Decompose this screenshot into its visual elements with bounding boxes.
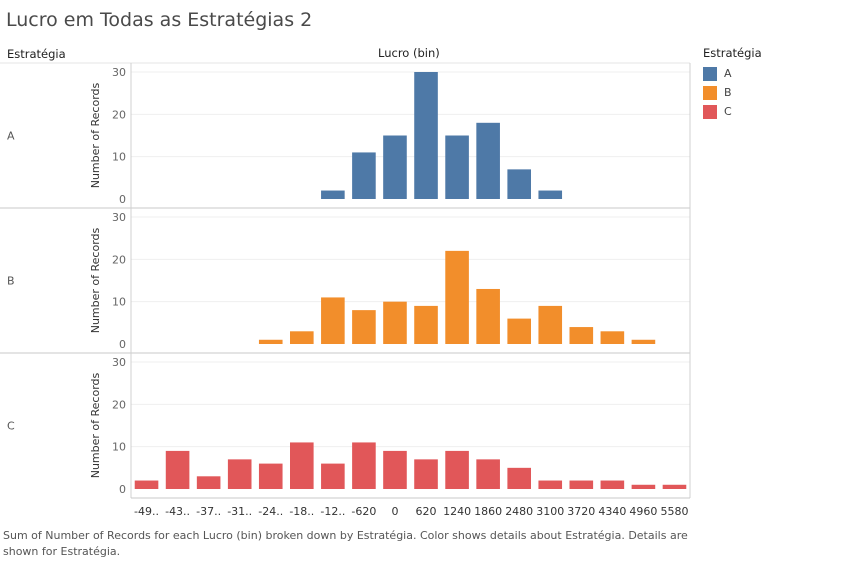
- row-label-c: C: [7, 420, 15, 433]
- bar-b-9: [414, 305, 438, 344]
- bar-c-14: [569, 480, 594, 489]
- bar-c-3: [227, 459, 252, 489]
- bar-b-11: [476, 288, 500, 344]
- bar-a-10: [445, 135, 469, 199]
- row-label-b: B: [7, 275, 15, 288]
- x-tick-label-0: -49..: [134, 505, 159, 518]
- x-tick-label-14: 3720: [567, 505, 595, 518]
- bar-c-12: [507, 467, 531, 489]
- x-tick-label-4: -24..: [258, 505, 283, 518]
- legend-swatch-c: [703, 104, 717, 119]
- legend-title: Estratégia: [703, 46, 762, 60]
- x-tick-label-2: -37..: [196, 505, 221, 518]
- bar-a-9: [414, 72, 438, 199]
- bar-b-14: [569, 327, 594, 344]
- x-tick-label-11: 1860: [474, 505, 502, 518]
- bar-b-6: [321, 297, 345, 344]
- bar-b-8: [383, 301, 407, 344]
- bar-c-17: [662, 484, 687, 489]
- bar-c-13: [538, 480, 563, 489]
- x-tick-label-7: -620: [351, 505, 376, 518]
- bar-c-5: [290, 442, 314, 489]
- bar-c-15: [600, 480, 625, 489]
- x-tick-label-10: 1240: [443, 505, 471, 518]
- bar-b-12: [507, 318, 531, 344]
- bar-c-0: [134, 480, 159, 489]
- y-tick-label-b-10: 10: [112, 296, 126, 309]
- bar-a-6: [321, 190, 345, 199]
- y-tick-label-a-30: 30: [112, 66, 126, 79]
- y-tick-label-c-20: 20: [112, 398, 126, 411]
- bar-b-4: [258, 339, 283, 344]
- row-label-a: A: [7, 130, 15, 143]
- bar-a-11: [476, 122, 500, 199]
- legend-item-c[interactable]: C: [703, 102, 762, 121]
- legend-label-b: B: [724, 86, 732, 99]
- bar-b-10: [445, 250, 469, 344]
- legend-swatch-b: [703, 85, 717, 100]
- legend: Estratégia A B C: [703, 46, 762, 121]
- bar-c-16: [631, 484, 656, 489]
- y-tick-label-a-20: 20: [112, 108, 126, 121]
- x-tick-label-8: 0: [391, 505, 398, 518]
- y-tick-label-c-0: 0: [119, 483, 126, 496]
- bar-a-12: [507, 169, 531, 199]
- x-tick-label-5: -18..: [289, 505, 314, 518]
- bar-b-7: [352, 310, 376, 344]
- chart-caption: Sum of Number of Records for each Lucro …: [3, 529, 688, 558]
- bar-c-8: [383, 450, 407, 489]
- bar-b-16: [631, 339, 656, 344]
- x-tick-label-16: 4960: [629, 505, 657, 518]
- y-axis-title-a: Number of Records: [89, 82, 102, 188]
- bar-a-13: [538, 190, 563, 199]
- bar-a-7: [352, 152, 376, 199]
- x-tick-label-12: 2480: [505, 505, 533, 518]
- x-tick-label-9: 620: [416, 505, 437, 518]
- bar-a-8: [383, 135, 407, 199]
- legend-label-a: A: [724, 67, 732, 80]
- bar-c-4: [258, 463, 283, 489]
- bar-b-13: [538, 305, 563, 344]
- bar-b-5: [290, 331, 314, 344]
- x-tick-label-3: -31..: [227, 505, 252, 518]
- x-tick-label-17: 5580: [660, 505, 688, 518]
- legend-swatch-a: [703, 66, 717, 81]
- y-tick-label-c-30: 30: [112, 356, 126, 369]
- x-tick-label-13: 3100: [536, 505, 564, 518]
- y-tick-label-a-0: 0: [119, 193, 126, 206]
- column-header: Lucro (bin): [378, 46, 440, 60]
- bar-c-10: [445, 450, 469, 489]
- bar-c-9: [414, 459, 438, 489]
- bar-b-15: [600, 331, 625, 344]
- legend-item-b[interactable]: B: [703, 83, 762, 102]
- y-axis-title-c: Number of Records: [89, 372, 102, 478]
- x-tick-label-6: -12..: [320, 505, 345, 518]
- bar-c-1: [165, 450, 190, 489]
- y-tick-label-b-0: 0: [119, 338, 126, 351]
- legend-item-a[interactable]: A: [703, 64, 762, 83]
- y-tick-label-a-10: 10: [112, 151, 126, 164]
- bar-c-6: [321, 463, 345, 489]
- legend-label-c: C: [724, 105, 732, 118]
- y-tick-label-c-10: 10: [112, 441, 126, 454]
- y-tick-label-b-30: 30: [112, 211, 126, 224]
- bar-c-7: [352, 442, 376, 489]
- bar-c-11: [476, 459, 500, 489]
- x-tick-label-1: -43..: [165, 505, 190, 518]
- bar-c-2: [196, 476, 221, 489]
- x-tick-label-15: 4340: [598, 505, 626, 518]
- chart-title: Lucro em Todas as Estratégias 2: [6, 9, 313, 31]
- y-axis-title-b: Number of Records: [89, 227, 102, 333]
- y-tick-label-b-20: 20: [112, 253, 126, 266]
- row-header: Estratégia: [7, 47, 66, 61]
